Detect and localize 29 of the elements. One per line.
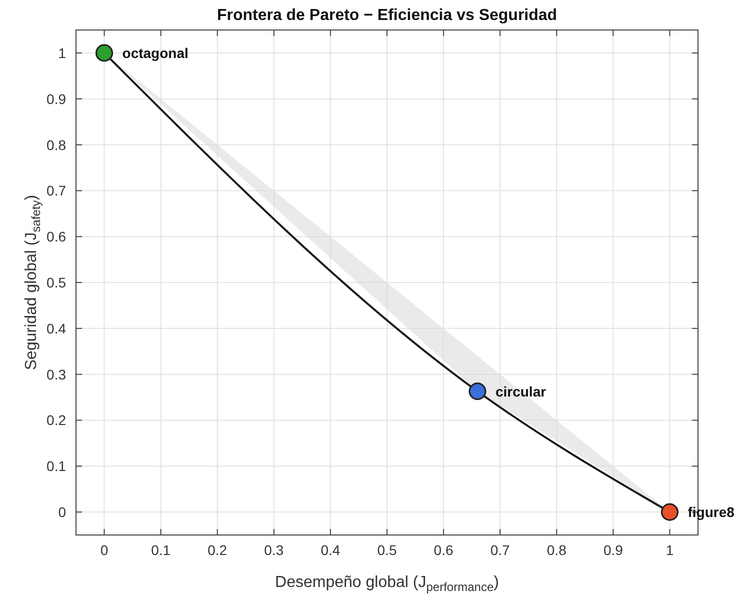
x-tick-label: 0.1 bbox=[151, 542, 171, 558]
x-tick-label: 0 bbox=[100, 542, 108, 558]
x-tick-label: 0.7 bbox=[490, 542, 510, 558]
x-tick-label: 0.3 bbox=[264, 542, 284, 558]
y-tick-label: 0.1 bbox=[46, 458, 66, 474]
y-tick-label: 0.2 bbox=[46, 412, 66, 428]
annotation: octagonal bbox=[122, 44, 188, 61]
x-tick-label: 0.5 bbox=[377, 542, 397, 558]
chart-title: Frontera de Pareto − Eficiencia vs Seguridad bbox=[216, 7, 558, 24]
y-tick-label: 0.4 bbox=[46, 320, 66, 336]
x-tick-label: 0.4 bbox=[320, 542, 340, 558]
x-tick-label: 1 bbox=[666, 542, 674, 558]
y-tick-label: 0.5 bbox=[46, 274, 66, 290]
y-tick-label: 0.3 bbox=[46, 366, 66, 382]
y-tick-label: 0.7 bbox=[46, 182, 66, 199]
point bbox=[468, 382, 486, 400]
y-tick-label: 0.8 bbox=[46, 136, 66, 153]
x-tick-label: 0.6 bbox=[434, 542, 454, 558]
x-axis-title: Desempeño global (J$_{performance}$) bbox=[275, 574, 499, 594]
x-tick-label: 0.2 bbox=[208, 542, 228, 558]
point bbox=[95, 44, 114, 62]
y-tick-label: 1 bbox=[58, 44, 66, 61]
y-tick-label: 0.6 bbox=[46, 228, 66, 245]
x-tick-label: 0.8 bbox=[546, 542, 567, 558]
x-tick-label: 0.9 bbox=[603, 542, 624, 558]
y-tick-label: 0 bbox=[58, 504, 66, 520]
point bbox=[660, 503, 679, 521]
y-tick-label: 0.9 bbox=[46, 90, 66, 107]
annotation: circular bbox=[495, 383, 547, 400]
